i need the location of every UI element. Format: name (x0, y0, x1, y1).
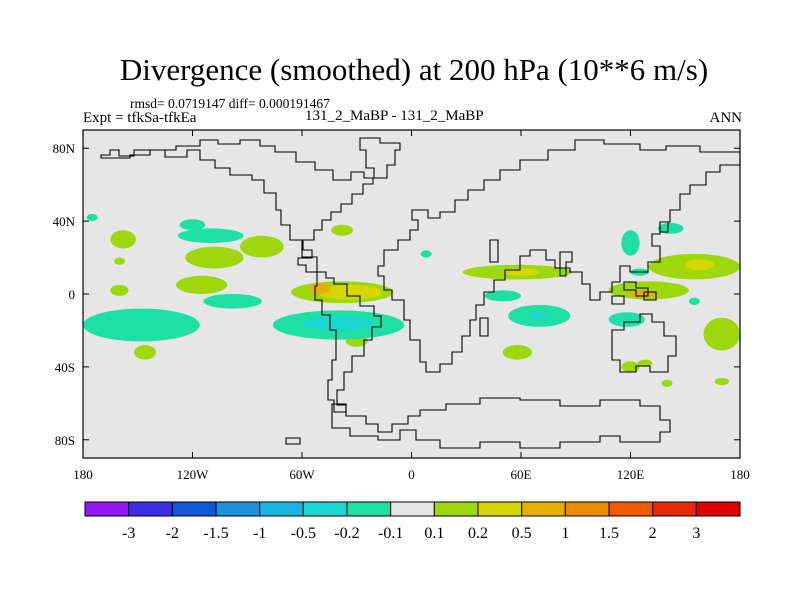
contour-region-green-23 (661, 379, 673, 387)
contour-region-teal-37 (608, 312, 646, 327)
y-tick-label: 80S (55, 433, 75, 448)
colorbar-label: -0.1 (378, 525, 403, 542)
contour-region-green-16 (703, 317, 740, 351)
contour-region-cyan-34 (528, 312, 551, 320)
colorbar-label: 0.5 (512, 525, 532, 542)
colorbar-box (215, 501, 261, 517)
case-label: 131_2_MaBP - 131_2_MaBP (305, 108, 484, 124)
contour-region-green-5 (176, 275, 228, 294)
colorbar-box (302, 501, 348, 517)
contour-region-green-17 (714, 377, 730, 386)
y-tick-label: 40N (53, 214, 76, 229)
contour-region-cyan-30 (302, 315, 375, 331)
coastline-australia (611, 313, 677, 373)
coastline-layer (100, 137, 740, 449)
contour-fill-layer (83, 213, 740, 387)
contour-region-teal-32 (484, 290, 521, 302)
contour-region-green-21 (621, 361, 640, 373)
x-tick-label: 60W (289, 467, 315, 482)
colorbar: -3 -2 -1.5 -1 -0.5 -0.2 -0.1 0.1 0.2 0.5 1 1.5 2 3 (84, 501, 741, 542)
contour-region-teal-28 (83, 308, 200, 342)
colorbar-box (390, 501, 435, 517)
coastline-sea-islands (611, 281, 657, 305)
contour-region-green-12 (608, 281, 689, 300)
coastline-south-america (314, 271, 382, 413)
contour-region-teal-27 (203, 294, 262, 309)
colorbar-label: -2 (166, 525, 179, 542)
x-tick-label: 120W (177, 467, 210, 482)
contour-region-teal-25 (86, 213, 98, 222)
coastline-arabia (489, 239, 499, 263)
contour-region-teal-31 (420, 250, 432, 258)
contour-region-green-6 (110, 284, 129, 296)
contour-region-green-4 (331, 224, 354, 236)
colorbar-box (608, 501, 654, 517)
y-tick-label: 40S (55, 360, 75, 375)
contour-region-green-22 (637, 359, 653, 367)
contour-region-teal-26 (177, 228, 244, 243)
colorbar-label: 1 (561, 525, 569, 542)
contour-region-teal-36 (657, 222, 684, 234)
x-tick-label: 60E (511, 467, 532, 482)
coastline-north-america (100, 139, 374, 273)
contour-region-teal-35 (621, 230, 640, 256)
chart-title: Divergence (smoothed) at 200 hPa (10**6 … (119, 52, 709, 87)
season-label: ANN (709, 110, 743, 126)
colorbar-box (128, 501, 173, 517)
y-tick-label: 80N (53, 141, 76, 156)
x-tick-label: 120E (617, 467, 645, 482)
contour-region-green-18 (134, 345, 156, 360)
colorbar-box (259, 501, 304, 517)
colorbar-label: -1.5 (203, 525, 228, 542)
colorbar-box (477, 501, 523, 517)
colorbar-box (171, 501, 217, 517)
axis-ticks: 180 120W 60W 0 60E 120E 180 80N 40N 0 40S 80S (53, 130, 750, 482)
colorbar-label: 1.5 (599, 525, 619, 542)
contour-region-yellow-15 (685, 259, 715, 271)
colorbar-label: 3 (692, 525, 700, 542)
colorbar-box (346, 501, 392, 517)
colorbar-box (521, 501, 566, 517)
coastline-india (559, 251, 573, 277)
coastline-africa-eurasia (377, 139, 740, 373)
colorbar-box (84, 501, 130, 517)
contour-region-green-20 (502, 345, 532, 360)
contour-region-yellow-8 (316, 284, 383, 300)
coastline-greenland (359, 137, 401, 179)
contour-region-green-2 (185, 246, 244, 269)
colorbar-box (695, 501, 741, 517)
contour-region-teal-24 (179, 219, 206, 231)
coastline-antarctica (285, 397, 671, 449)
colorbar-box (433, 501, 479, 517)
colorbar-label: -1 (253, 525, 266, 542)
coastline-japan (659, 221, 669, 233)
colorbar-label: -3 (122, 525, 135, 542)
contour-region-green-3 (239, 235, 284, 258)
experiment-label: Expt = tfkSa-tfkEa (83, 110, 197, 126)
x-tick-label: 180 (730, 467, 750, 482)
colorbar-box (564, 501, 610, 517)
x-tick-label: 0 (408, 467, 415, 482)
contour-region-teal-38 (688, 297, 700, 305)
contour-region-orange-13 (628, 290, 658, 298)
colorbar-box (652, 501, 697, 517)
x-tick-label: 180 (73, 467, 93, 482)
colorbar-label: 0.1 (424, 525, 444, 542)
contour-region-green-0 (110, 230, 136, 249)
colorbar-label: 0.2 (468, 525, 488, 542)
stats-text: rmsd= 0.0719147 diff= 0.000191467 (130, 96, 330, 111)
y-tick-label: 0 (69, 287, 76, 302)
colorbar-label: -0.5 (291, 525, 316, 542)
colorbar-label: 2 (649, 525, 657, 542)
contour-region-orange-9 (309, 283, 332, 294)
colorbar-label: -0.2 (334, 525, 359, 542)
coastline-madagascar (479, 317, 489, 337)
contour-region-green-1 (114, 257, 125, 265)
